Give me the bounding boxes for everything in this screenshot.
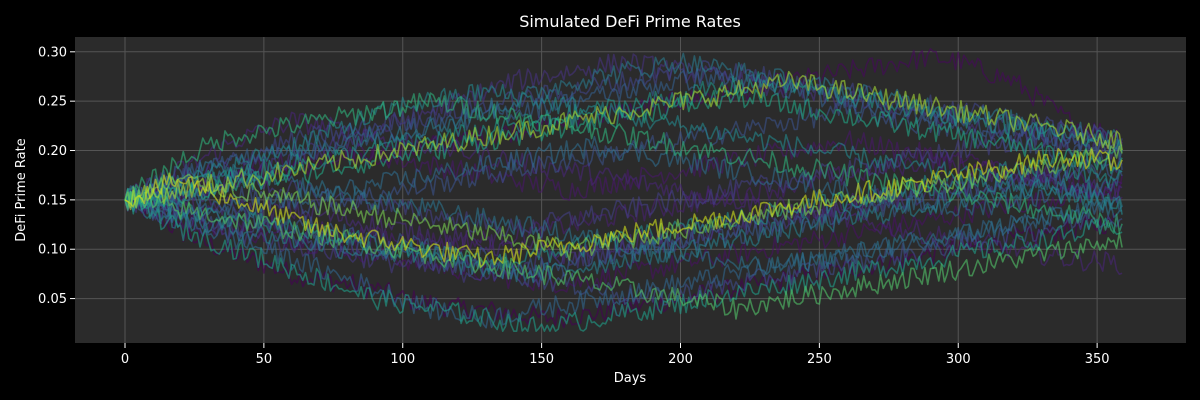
series-line-28: [124, 145, 1123, 261]
series-line-9: [124, 157, 1123, 283]
x-tick-label: 250: [807, 352, 832, 367]
series-line-25: [124, 84, 1123, 208]
series-line-24: [124, 191, 1123, 332]
series-line-27: [124, 190, 1123, 320]
y-tick-label: 0.30: [38, 45, 67, 60]
series-line-10: [124, 120, 1123, 237]
y-axis-ticks: 0.05 0.10 0.15 0.20 0.25 0.30: [38, 45, 75, 307]
series-line-11: [124, 60, 1123, 204]
x-axis-label: Days: [614, 371, 647, 386]
x-tick-label: 300: [946, 352, 971, 367]
y-tick-label: 0.25: [38, 95, 67, 110]
y-tick-label: 0.20: [38, 144, 67, 159]
series-line-1: [124, 194, 1123, 329]
x-tick-label: 0: [121, 352, 129, 367]
series-line-26: [124, 92, 1123, 234]
y-tick-label: 0.15: [38, 193, 67, 208]
series-line-30: [124, 147, 1123, 268]
chart-title: Simulated DeFi Prime Rates: [519, 12, 741, 31]
series-layer: [124, 48, 1123, 332]
y-tick-label: 0.10: [38, 243, 67, 258]
x-tick-label: 50: [256, 352, 273, 367]
y-tick-label: 0.05: [38, 292, 67, 307]
x-tick-label: 350: [1085, 352, 1110, 367]
series-line-18: [124, 160, 1123, 276]
x-tick-label: 200: [668, 352, 693, 367]
y-axis-label: DeFi Prime Rate: [14, 138, 29, 241]
x-tick-label: 100: [390, 352, 415, 367]
x-tick-label: 150: [529, 352, 554, 367]
series-line-29: [124, 70, 1123, 211]
x-axis-ticks: 0 50 100 150 200 250 300 350: [121, 343, 1110, 367]
